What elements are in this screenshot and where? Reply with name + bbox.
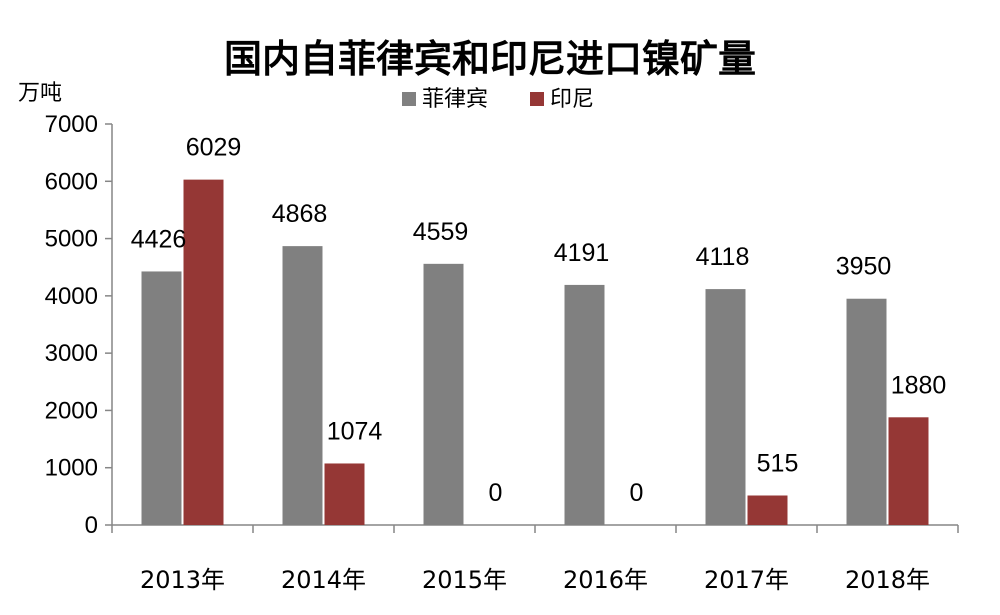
y-tick-label: 0 <box>85 512 98 539</box>
y-axis-unit-label: 万吨 <box>18 81 62 106</box>
legend-swatch-indonesia <box>530 92 544 106</box>
data-label-philippines: 3950 <box>836 253 892 281</box>
bars <box>141 179 929 525</box>
bar-philippines <box>423 263 464 525</box>
data-label-philippines: 4868 <box>272 200 328 228</box>
legend-label-philippines: 菲律宾 <box>422 87 488 112</box>
data-label-indonesia: 1074 <box>327 417 383 445</box>
x-tick-label: 2017年 <box>704 566 789 594</box>
y-tick-label: 3000 <box>45 340 98 367</box>
chart-title: 国内自菲律宾和印尼进口镍矿量 <box>224 37 756 81</box>
data-label-indonesia: 0 <box>489 479 503 507</box>
y-tick-label: 6000 <box>45 168 98 195</box>
x-tick-label: 2014年 <box>281 566 366 594</box>
data-label-philippines: 4426 <box>131 225 187 253</box>
data-label-indonesia: 515 <box>757 449 799 477</box>
bar-indonesia <box>183 179 224 525</box>
y-tick-label: 5000 <box>45 226 98 253</box>
data-label-philippines: 4559 <box>413 218 469 246</box>
bar-philippines <box>282 246 323 525</box>
axes: 0 1000 2000 3000 4000 5000 6000 7000 2013年 2014年 2… <box>45 111 959 594</box>
x-tick-label: 2018年 <box>845 566 930 594</box>
data-labels: 4426 6029 4868 1074 4559 0 4191 0 4118 515 3950 188… <box>131 134 947 507</box>
data-label-philippines: 4118 <box>696 243 750 271</box>
y-tick-label: 2000 <box>45 397 98 424</box>
data-label-indonesia: 6029 <box>186 134 242 162</box>
data-label-indonesia: 1880 <box>891 371 947 399</box>
x-tick-label: 2015年 <box>422 566 507 594</box>
x-tick-label: 2016年 <box>563 566 648 594</box>
x-tick-label: 2013年 <box>140 566 225 594</box>
y-tick-label: 4000 <box>45 283 98 310</box>
data-label-philippines: 4191 <box>554 239 610 267</box>
y-tick-label: 1000 <box>45 455 98 482</box>
data-label-indonesia: 0 <box>630 479 644 507</box>
legend-label-indonesia: 印尼 <box>550 87 594 112</box>
bar-indonesia <box>747 495 788 525</box>
bar-philippines <box>564 284 605 525</box>
legend-swatch-philippines <box>402 92 416 106</box>
bar-indonesia <box>888 417 929 525</box>
legend: 菲律宾 印尼 <box>402 87 594 112</box>
bar-philippines <box>705 289 746 525</box>
bar-philippines <box>846 298 887 525</box>
bar-indonesia <box>324 463 365 525</box>
bar-philippines <box>141 271 182 525</box>
y-tick-label: 7000 <box>45 111 98 138</box>
